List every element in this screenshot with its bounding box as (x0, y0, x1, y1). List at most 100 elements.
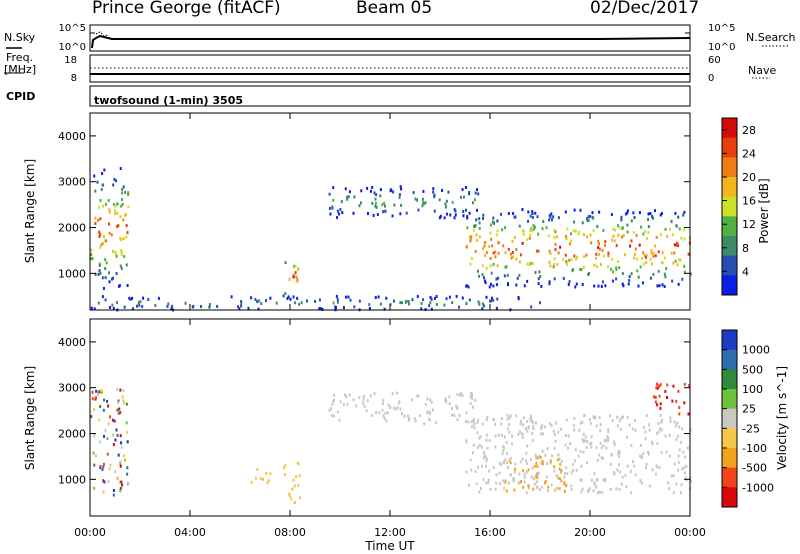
echo-cell (626, 209, 629, 213)
echo-cell (93, 307, 96, 311)
echo-cell (607, 254, 610, 258)
echo-cell (471, 397, 474, 401)
echo-cell (119, 167, 122, 171)
echo-cell (654, 254, 657, 258)
echo-cell (114, 470, 117, 474)
echo-cell (458, 393, 461, 397)
echo-cell (598, 210, 601, 214)
echo-cell (490, 237, 493, 241)
echo-cell (536, 464, 539, 468)
echo-cell (283, 466, 286, 470)
cpid-label: CPID (6, 90, 36, 103)
echo-cell (479, 487, 482, 491)
echo-cell (502, 479, 505, 483)
echo-cell (484, 240, 487, 244)
colorbar-tick-label: 100 (742, 383, 763, 396)
echo-cell (282, 294, 285, 298)
echo-cell (678, 412, 681, 416)
echo-cell (113, 209, 116, 213)
echo-cell (445, 400, 448, 404)
echo-cell (379, 188, 382, 192)
echo-cell (553, 228, 556, 232)
echo-cell (670, 251, 673, 255)
echo-cell (374, 201, 377, 205)
echo-cell (602, 254, 605, 258)
echo-cell (615, 268, 618, 272)
echo-cell (562, 258, 565, 262)
echo-cell (521, 457, 524, 461)
echo-cell (119, 434, 122, 438)
echo-cell (538, 488, 541, 492)
echo-cell (594, 415, 597, 419)
echo-cell (618, 226, 621, 230)
echo-cell (615, 244, 618, 248)
echo-cell (540, 284, 543, 288)
echo-cell (438, 198, 441, 202)
echo-cell (494, 255, 497, 259)
echo-cell (530, 305, 533, 309)
echo-cell (462, 210, 465, 214)
echo-cell (112, 443, 115, 447)
echo-cell (544, 479, 547, 483)
echo-cell (478, 274, 481, 278)
echo-cell (548, 218, 551, 222)
echo-cell (556, 486, 559, 490)
echo-cell (629, 470, 632, 474)
echo-region (653, 382, 691, 416)
echo-cell (92, 407, 95, 411)
echo-cell (496, 264, 499, 268)
echo-cell (509, 473, 512, 477)
echo-cell (475, 482, 478, 486)
echo-cell (613, 440, 616, 444)
echo-cell (595, 478, 598, 482)
echo-cell (123, 305, 126, 309)
echo-cell (578, 230, 581, 234)
echo-cell (465, 301, 468, 305)
echo-cell (374, 296, 377, 300)
echo-cell (381, 402, 384, 406)
echo-cell (495, 473, 498, 477)
echo-cell (541, 432, 544, 436)
echo-cell (661, 283, 664, 287)
echo-cell (564, 253, 567, 257)
echo-cell (126, 472, 129, 476)
echo-cell (96, 393, 99, 397)
echo-cell (639, 454, 642, 458)
echo-cell (660, 450, 663, 454)
echo-cell (104, 258, 107, 262)
echo-cell (602, 478, 605, 482)
echo-cell (121, 395, 124, 399)
echo-cell (579, 449, 582, 453)
echo-cell (549, 264, 552, 268)
echo-cell (620, 218, 623, 222)
echo-cell (557, 430, 560, 434)
echo-cell (97, 272, 100, 276)
echo-cell (569, 232, 572, 236)
echo-cell (663, 256, 666, 260)
echo-cell (123, 401, 126, 405)
echo-cell (358, 204, 361, 208)
echo-cell (678, 227, 681, 231)
colorbar-cell (722, 487, 737, 508)
echo-cell (573, 220, 576, 224)
echo-cell (400, 203, 403, 207)
echo-cell (392, 406, 395, 410)
echo-cell (435, 294, 438, 298)
echo-cell (453, 414, 456, 418)
colorbar-cell (722, 255, 737, 276)
echo-cell (100, 243, 103, 247)
echo-cell (485, 251, 488, 255)
echo-cell (443, 303, 446, 307)
echo-cell (474, 249, 477, 253)
echo-cell (464, 208, 467, 212)
echo-cell (650, 249, 653, 253)
echo-cell (538, 301, 541, 305)
echo-cell (103, 168, 106, 172)
echo-cell (531, 466, 534, 470)
y-tick-label: 2000 (58, 222, 86, 235)
echo-cell (131, 307, 134, 311)
echo-cell (673, 462, 676, 466)
echo-cell (502, 244, 505, 248)
echo-cell (669, 227, 672, 231)
echo-cell (108, 231, 111, 235)
